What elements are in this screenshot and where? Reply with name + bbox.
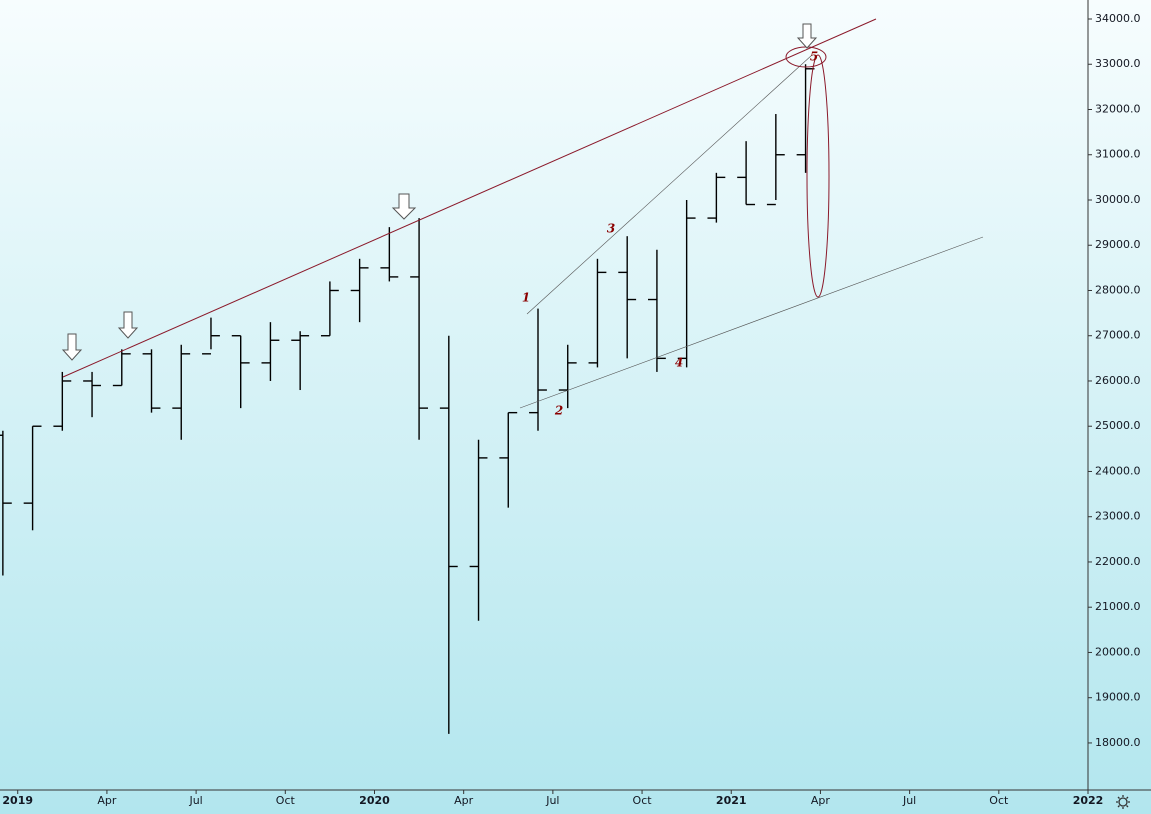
ellipse: [806, 54, 830, 298]
channel-line: [519, 236, 984, 409]
ohlc-bar: [380, 227, 399, 282]
y-tick-label: 20000.0: [1095, 645, 1141, 658]
arrow: [391, 193, 417, 220]
x-tick-label: 2019: [2, 794, 33, 807]
y-tick-label: 34000.0: [1095, 12, 1141, 25]
plot-area: [0, 64, 815, 734]
ohlc-bar: [707, 172, 726, 223]
ohlc-bar: [350, 258, 369, 323]
y-tick-label: 26000.0: [1095, 374, 1141, 387]
ohlc-bar: [291, 331, 310, 391]
ohlc-bar: [0, 430, 12, 576]
y-tick-label: 19000.0: [1095, 691, 1141, 704]
y-tick-label: 31000.0: [1095, 148, 1141, 161]
ohlc-bar: [439, 335, 458, 734]
arrow: [117, 311, 139, 339]
y-tick-label: 24000.0: [1095, 464, 1141, 477]
y-tick-label: 29000.0: [1095, 238, 1141, 251]
ohlc-bar: [618, 236, 637, 359]
ohlc-bar: [202, 317, 220, 355]
gear-teeth[interactable]: [1116, 795, 1130, 809]
ohlc-bar: [53, 371, 72, 431]
ohlc-bar: [112, 349, 131, 387]
settings-icon[interactable]: [1116, 795, 1130, 809]
ohlc-bar: [469, 439, 488, 621]
x-tick-label: 2021: [716, 794, 747, 807]
arrow: [796, 23, 818, 49]
x-tick-label: Jul: [188, 794, 202, 807]
y-tick-label: 18000.0: [1095, 736, 1141, 749]
x-tick-label: Apr: [811, 794, 831, 807]
x-tick-label: 2022: [1073, 794, 1104, 807]
wave-label: 3: [607, 222, 615, 236]
arrow: [61, 333, 83, 361]
ohlc-bar: [261, 322, 280, 381]
ohlc-bar: [737, 141, 756, 206]
ohlc-bar: [410, 218, 428, 440]
y-tick-label: 22000.0: [1095, 555, 1141, 568]
trend-line: [62, 18, 877, 378]
ohlc-bar: [558, 344, 577, 409]
y-tick-label: 33000.0: [1095, 57, 1141, 70]
wave-label: 5: [810, 50, 818, 64]
arrows: [61, 23, 818, 361]
gear[interactable]: [1118, 797, 1128, 807]
ohlc-bar: [172, 344, 191, 440]
y-tick-label: 30000.0: [1095, 193, 1141, 206]
x-tick-label: Oct: [989, 794, 1009, 807]
ohlc-bar: [588, 258, 607, 368]
x-tick-label: Apr: [454, 794, 474, 807]
ohlc-bar: [231, 335, 250, 409]
x-tick-label: Oct: [276, 794, 296, 807]
x-tick-label: 2020: [359, 794, 390, 807]
ohlc-bar: [529, 308, 547, 431]
y-tick-label: 32000.0: [1095, 102, 1141, 115]
wave-line: [526, 54, 813, 315]
drawings: [61, 18, 984, 409]
y-tick-label: 21000.0: [1095, 600, 1141, 613]
y-tick-label: 23000.0: [1095, 510, 1141, 523]
ohlc-bar: [23, 425, 42, 531]
wave-label: 1: [522, 291, 530, 305]
ohlc-bar: [766, 114, 785, 206]
x-tick-label: Oct: [633, 794, 653, 807]
x-tick-label: Apr: [97, 794, 117, 807]
y-tick-label: 27000.0: [1095, 329, 1141, 342]
wave-label: 4: [675, 356, 683, 370]
y-tick-label: 28000.0: [1095, 283, 1141, 296]
ohlc-bar: [648, 249, 666, 372]
ohlc-bar: [677, 199, 696, 368]
x-tick-label: Jul: [902, 794, 916, 807]
x-tick-label: Jul: [545, 794, 559, 807]
ohlc-bar: [320, 281, 339, 337]
ohlc-bar: [499, 411, 518, 508]
y-tick-label: 25000.0: [1095, 419, 1141, 432]
ohlc-bar: [142, 349, 161, 413]
wave-label: 2: [554, 404, 563, 418]
ohlc-bar: [83, 371, 101, 418]
